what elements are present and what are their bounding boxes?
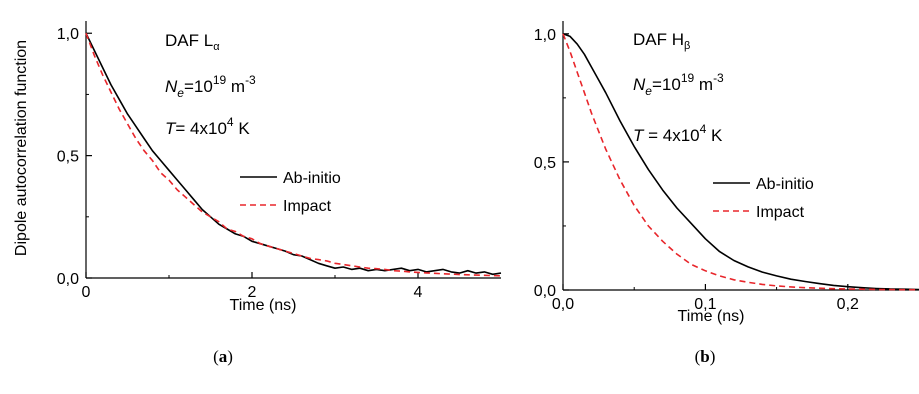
annotation-a-line1: DAF Lα bbox=[165, 31, 220, 53]
annotation-a-line2-sub: e bbox=[177, 86, 184, 100]
legend-b: Ab-initio Impact bbox=[713, 176, 814, 221]
legend-a: Ab-initio Impact bbox=[240, 170, 341, 215]
annotation-b-line3: T = 4x104 K bbox=[633, 122, 723, 145]
legend-a-label-impact: Impact bbox=[283, 198, 332, 215]
annotation-a: DAF Lα Ne=1019 m-3 T= 4x104 K bbox=[165, 31, 256, 138]
legend-a-label-ab-initio: Ab-initio bbox=[283, 170, 341, 187]
y-tick-label-a: 1,0 bbox=[57, 26, 79, 43]
annotation-a-line3-unit: K bbox=[234, 119, 251, 138]
annotation-b-line3-mid: = 4x10 bbox=[643, 126, 699, 145]
annotation-b-line3-unit: K bbox=[706, 126, 723, 145]
y-tick-label-b: 0,0 bbox=[534, 283, 556, 300]
series-line-a-ab-initio bbox=[85, 32, 502, 276]
annotation-a-line3-mid: = 4x10 bbox=[175, 119, 227, 138]
annotation-a-line3-sup: 4 bbox=[227, 115, 234, 129]
annotation-b: DAF Hβ Ne=1019 m-3 T = 4x104 K bbox=[633, 30, 724, 145]
annotation-a-line2-sup2: -3 bbox=[245, 73, 256, 87]
x-tick-label-b: 0,0 bbox=[552, 296, 574, 313]
chart-panel-a: Dipole autocorrelation function DAF Lα N… bbox=[13, 21, 502, 366]
annotation-b-line2: Ne=1019 m-3 bbox=[633, 71, 724, 98]
x-tick-label-a: 0 bbox=[82, 284, 91, 301]
annotation-b-line2-sup: 19 bbox=[681, 71, 695, 85]
annotation-a-line2-mid: =10 bbox=[184, 77, 213, 96]
annotation-a-line1-main: DAF L bbox=[165, 31, 213, 50]
annotation-b-line1-sub: β bbox=[684, 40, 690, 52]
series-line-a-impact bbox=[85, 32, 502, 277]
y-axis-title-a: Dipole autocorrelation function bbox=[13, 40, 30, 256]
x-tick-label-b: 0,1 bbox=[694, 296, 716, 313]
y-tick-label-b: 0,5 bbox=[534, 155, 556, 172]
annotation-b-line2-unit: m bbox=[694, 75, 713, 94]
chart-panel-b: DAF Hβ Ne=1019 m-3 T = 4x104 K Ab-initio… bbox=[534, 21, 919, 366]
caption-a: (a) bbox=[213, 347, 233, 366]
annotation-a-line2-var: N bbox=[165, 77, 178, 96]
legend-b-label-impact: Impact bbox=[756, 204, 805, 221]
x-axis-title-b: Time (ns) bbox=[678, 308, 745, 325]
y-tick-label-a: 0,0 bbox=[57, 271, 79, 288]
caption-b-letter: b bbox=[700, 347, 709, 366]
series-line-b-impact bbox=[562, 33, 919, 291]
y-tick-label-a: 0,5 bbox=[57, 149, 79, 166]
annotation-b-line2-mid: =10 bbox=[652, 75, 681, 94]
annotation-b-line3-sup: 4 bbox=[700, 122, 707, 136]
annotation-b-line1: DAF Hβ bbox=[633, 30, 690, 52]
series-line-b-ab-initio bbox=[562, 33, 919, 291]
annotation-a-line2: Ne=1019 m-3 bbox=[165, 73, 256, 100]
caption-b: (b) bbox=[695, 347, 716, 366]
annotation-a-line3-var: T bbox=[165, 119, 177, 138]
annotation-a-line1-sub: α bbox=[213, 41, 220, 53]
annotation-a-line2-sup: 19 bbox=[213, 73, 227, 87]
annotation-b-line2-sub: e bbox=[645, 84, 652, 98]
y-tick-label-b: 1,0 bbox=[534, 27, 556, 44]
x-tick-label-a: 2 bbox=[248, 284, 257, 301]
legend-b-label-ab-initio: Ab-initio bbox=[756, 176, 814, 193]
x-tick-label-b: 0,2 bbox=[837, 296, 859, 313]
caption-a-letter: a bbox=[219, 347, 228, 366]
annotation-b-line3-var: T bbox=[633, 126, 645, 145]
annotation-a-line2-unit: m bbox=[226, 77, 245, 96]
x-tick-label-a: 4 bbox=[414, 284, 423, 301]
x-axis-title-a: Time (ns) bbox=[230, 297, 297, 314]
annotation-b-line2-var: N bbox=[633, 75, 646, 94]
annotation-b-line1-main: DAF H bbox=[633, 30, 684, 49]
annotation-a-line3: T= 4x104 K bbox=[165, 115, 250, 138]
annotation-b-line2-sup2: -3 bbox=[713, 71, 724, 85]
